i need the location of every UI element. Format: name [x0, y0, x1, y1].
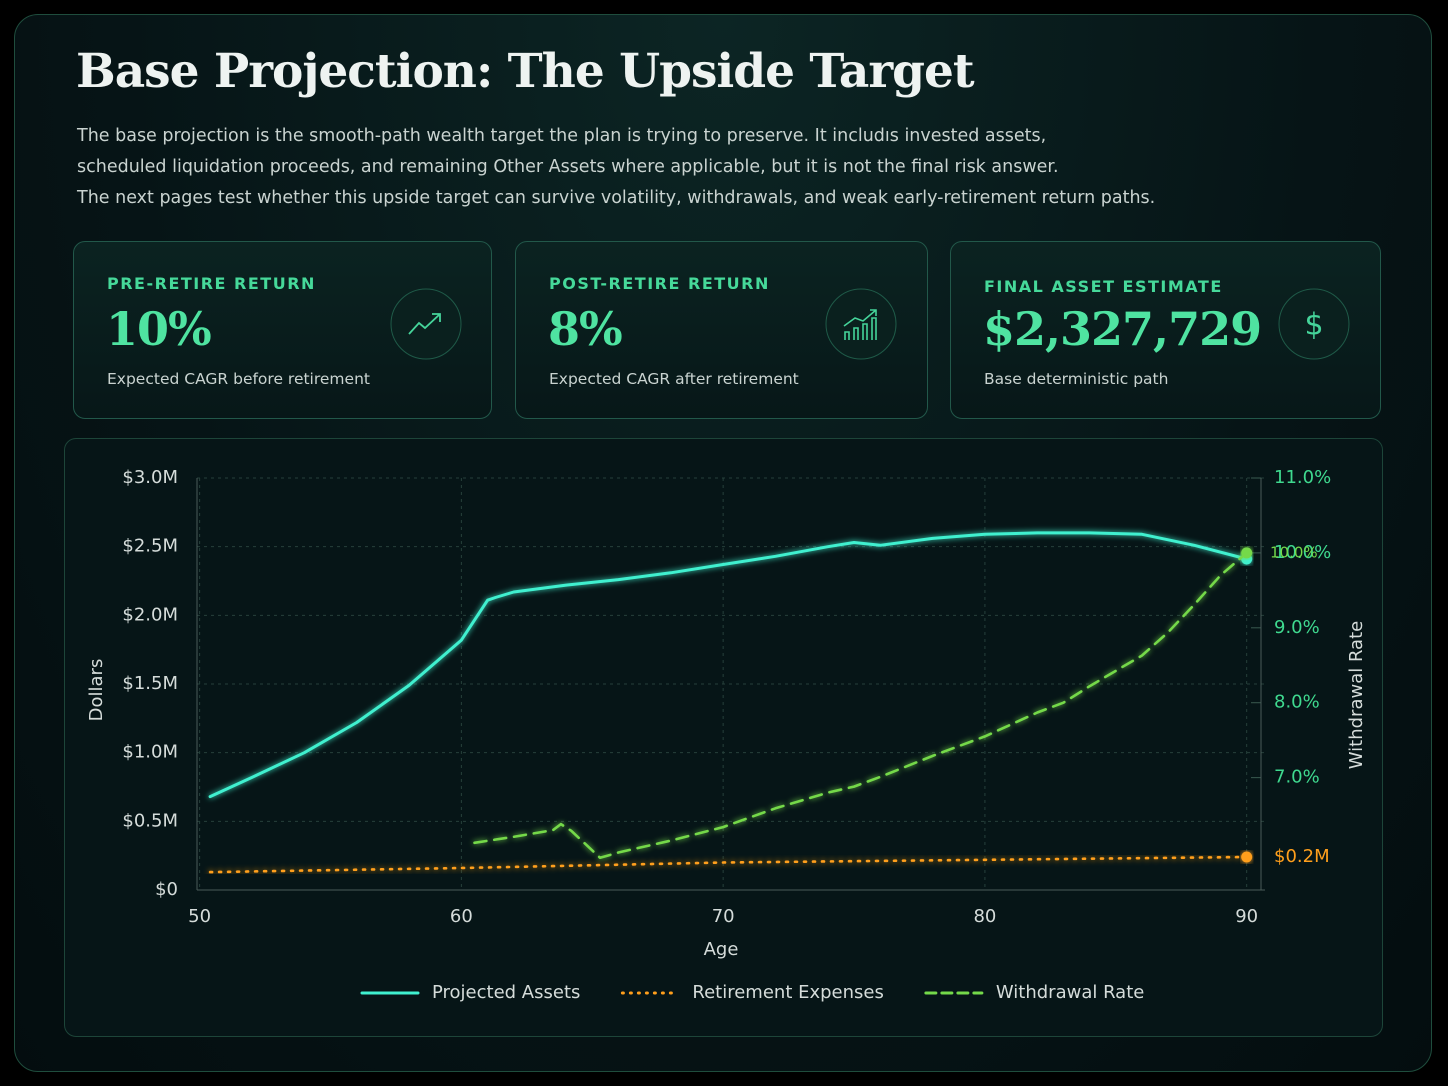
end-point — [1241, 547, 1253, 559]
y-tick-label: $0.5M — [122, 810, 178, 831]
end-point — [1241, 851, 1253, 863]
card-value: 8% — [548, 302, 623, 356]
y2-tick-label: 10.0% — [1274, 542, 1331, 563]
x-tick-label: 70 — [712, 906, 735, 927]
series-line — [208, 855, 1248, 874]
trend-icon — [390, 288, 462, 360]
description: The base projection is the smooth-path w… — [77, 121, 1155, 214]
card-value: $2,327,729 — [983, 302, 1262, 356]
y2-tick-label: 8.0% — [1274, 692, 1320, 713]
metric-card: FINAL ASSET ESTIMATE $2,327,729 Base det… — [950, 241, 1381, 419]
value-label: 10.0% — [1270, 543, 1318, 561]
y2-tick-label: 9.0% — [1274, 617, 1320, 638]
legend-label: Withdrawal Rate — [996, 982, 1144, 1003]
series-line — [473, 551, 1248, 860]
card-label: POST-RETIRE RETURN — [549, 274, 770, 293]
card-note: Expected CAGR after retirement — [549, 370, 799, 388]
dollar-icon: $ — [1278, 288, 1350, 360]
y-axis-label: Dollars — [86, 659, 107, 722]
x-tick-label: 50 — [188, 906, 211, 927]
value-label: $0.2M — [1274, 846, 1330, 867]
y2-tick-label: 11.0% — [1274, 467, 1331, 488]
y-tick-label: $1.0M — [122, 742, 178, 763]
x-tick-label: 60 — [450, 906, 473, 927]
card-label: FINAL ASSET ESTIMATE — [984, 277, 1223, 296]
series-line — [208, 531, 1249, 799]
description-line: The base projection is the smooth-path w… — [77, 126, 1047, 146]
y-tick-label: $2.0M — [122, 604, 178, 625]
y-tick-label: $0 — [155, 879, 178, 900]
x-tick-label: 80 — [973, 906, 996, 927]
y2-axis-label: Withdrawal Rate — [1346, 621, 1367, 769]
y-tick-label: $1.5M — [122, 673, 178, 694]
legend-label: Projected Assets — [432, 982, 580, 1003]
card-label: PRE-RETIRE RETURN — [107, 274, 316, 293]
metric-card: POST-RETIRE RETURN 8% Expected CAGR afte… — [515, 241, 928, 419]
card-note: Expected CAGR before retirement — [107, 370, 370, 388]
legend-label: Retirement Expenses — [692, 982, 883, 1003]
x-tick-label: 90 — [1235, 906, 1258, 927]
y2-tick-label: 7.0% — [1274, 767, 1320, 788]
metric-card: PRE-RETIRE RETURN 10% Expected CAGR befo… — [73, 241, 492, 419]
card-value: 10% — [106, 302, 212, 356]
x-axis-label: Age — [704, 939, 739, 960]
description-line: The next pages test whether this upside … — [77, 188, 1156, 208]
bars-icon — [825, 288, 897, 360]
card-note: Base deterministic path — [984, 370, 1169, 388]
svg-text:$: $ — [1304, 308, 1323, 343]
title: Base Projection: The Upside Target — [76, 44, 975, 99]
y-tick-label: $3.0M — [122, 467, 178, 488]
y-tick-label: $2.5M — [122, 536, 178, 557]
description-line: scheduled liquidation proceeds, and rema… — [77, 157, 1059, 177]
